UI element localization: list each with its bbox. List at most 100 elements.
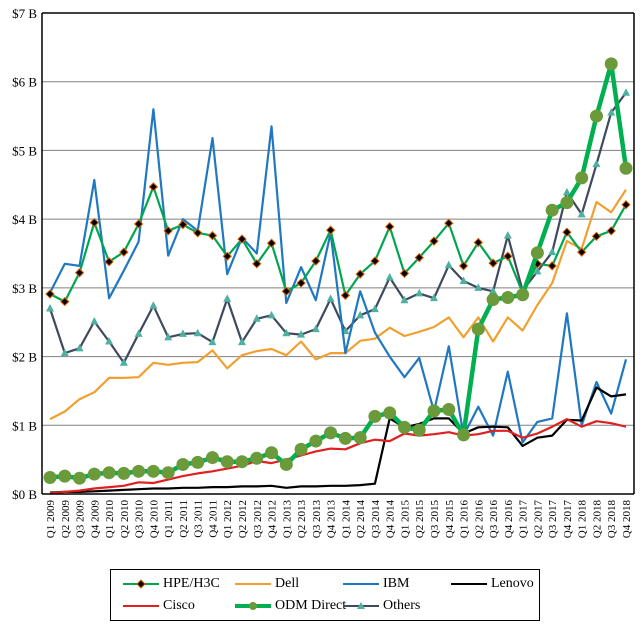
data-point-odm-direct	[235, 455, 249, 469]
series-line-odm-direct	[49, 61, 629, 481]
data-point-odm-direct	[58, 469, 72, 483]
data-point-hpe-h3c	[266, 238, 277, 248]
data-point-odm-direct	[516, 288, 530, 302]
data-point-hpe-h3c	[133, 219, 144, 229]
legend-item-odm: ODM Direct	[233, 598, 346, 614]
x-tick-label: Q2 2009	[60, 500, 72, 539]
x-tick-label: Q3 2013	[311, 500, 323, 539]
x-tick-label: Q4 2009	[89, 500, 101, 539]
data-point-others	[223, 294, 232, 302]
data-point-hpe-h3c	[325, 225, 336, 235]
data-point-odm-direct	[73, 471, 87, 485]
y-tick-label: $1 B	[12, 418, 37, 433]
legend-swatch-hpe	[123, 579, 159, 589]
legend-label-lenovo: Lenovo	[491, 576, 534, 591]
data-point-others	[444, 260, 453, 269]
x-tick-label: Q1 2018	[577, 500, 589, 539]
data-point-hpe-h3c	[591, 231, 602, 242]
data-point-odm-direct	[191, 455, 205, 469]
x-tick-label: Q2 2014	[355, 500, 367, 539]
data-point-others	[193, 328, 202, 337]
data-point-others	[297, 330, 306, 338]
y-tick-label: $3 B	[12, 281, 37, 296]
data-point-others	[370, 304, 379, 313]
series-ibm	[49, 108, 628, 444]
line-chart: $0 B $1 B $2 B $3 B $4 B $5 B $6 B $7 B Q1 2009…	[12, 6, 635, 539]
legend-label-dell: Dell	[275, 576, 300, 591]
data-point-others	[208, 337, 217, 346]
x-tick-label: Q2 2011	[178, 500, 190, 538]
data-point-others	[178, 329, 187, 337]
data-point-odm-direct	[471, 322, 485, 336]
data-point-hpe-h3c	[296, 278, 306, 288]
data-point-hpe-h3c	[45, 289, 55, 299]
data-point-others	[267, 310, 276, 319]
y-tick-label: $4 B	[12, 212, 37, 227]
legend-label-odm: ODM Direct	[275, 598, 347, 613]
x-tick-label: Q4 2012	[267, 500, 279, 538]
data-point-hpe-h3c	[576, 247, 587, 257]
x-tick-label: Q3 2011	[193, 500, 205, 538]
data-point-hpe-h3c	[458, 261, 469, 271]
data-point-others	[164, 332, 173, 341]
data-point-others	[577, 209, 586, 218]
data-point-odm-direct	[294, 442, 308, 456]
x-tick-label: Q1 2012	[222, 500, 234, 538]
data-point-odm-direct	[457, 428, 471, 442]
legend-swatch-dell	[235, 583, 271, 585]
data-point-odm-direct	[545, 203, 559, 217]
x-tick-label: Q4 2017	[562, 500, 574, 539]
data-point-others	[149, 301, 158, 309]
data-point-others	[282, 328, 291, 337]
data-point-odm-direct	[560, 196, 574, 210]
legend-swatch-odm	[235, 602, 271, 610]
x-tick-label: Q3 2009	[75, 500, 87, 539]
legend-swatch-ibm	[343, 583, 379, 585]
data-point-others	[134, 329, 143, 337]
data-point-odm-direct	[486, 293, 500, 307]
legend-item-others: Others	[341, 598, 420, 614]
data-point-odm-direct	[427, 404, 441, 418]
data-point-hpe-h3c	[562, 227, 572, 237]
y-tick-label: $2 B	[12, 350, 37, 365]
data-point-odm-direct	[161, 466, 175, 480]
data-point-hpe-h3c	[178, 219, 188, 230]
legend-label-ibm: IBM	[383, 576, 410, 591]
data-point-others	[430, 293, 438, 302]
x-tick-label: Q2 2013	[296, 500, 308, 539]
data-point-hpe-h3c	[473, 237, 484, 248]
data-point-odm-direct	[383, 406, 397, 420]
series-lenovo	[49, 386, 627, 494]
x-axis-ticks: Q1 2009 Q2 2009 Q3 2009 Q4 2009 Q1 2010 Q2 20…	[45, 500, 633, 539]
x-tick-label: Q2 2018	[591, 500, 603, 539]
x-tick-label: Q2 2010	[119, 500, 131, 539]
data-point-others	[474, 283, 483, 291]
data-point-hpe-h3c	[148, 182, 159, 192]
data-point-odm-direct	[87, 467, 101, 481]
data-point-odm-direct	[338, 431, 352, 445]
data-point-others	[105, 336, 114, 345]
data-point-odm-direct	[501, 290, 515, 304]
x-tick-label: Q3 2012	[252, 500, 264, 538]
data-point-others	[400, 295, 409, 304]
data-point-others	[311, 324, 320, 333]
x-tick-label: Q4 2010	[148, 500, 160, 539]
data-point-others	[533, 266, 542, 275]
x-tick-label: Q1 2017	[518, 500, 530, 539]
x-tick-label: Q2 2016	[473, 500, 485, 539]
data-point-others	[489, 286, 498, 295]
data-point-others	[459, 276, 468, 284]
series-layer	[43, 57, 633, 495]
data-point-odm-direct	[102, 466, 116, 480]
data-point-odm-direct	[589, 109, 603, 123]
data-point-hpe-h3c	[192, 228, 203, 238]
data-point-hpe-h3c	[60, 296, 70, 307]
data-point-odm-direct	[146, 464, 160, 478]
x-tick-label: Q1 2011	[163, 500, 175, 538]
x-tick-label: Q1 2013	[281, 500, 293, 539]
data-point-others	[562, 187, 571, 196]
data-point-others	[356, 310, 365, 319]
series-line-ibm	[49, 108, 628, 444]
data-point-hpe-h3c	[104, 257, 114, 267]
data-point-hpe-h3c	[384, 221, 395, 232]
